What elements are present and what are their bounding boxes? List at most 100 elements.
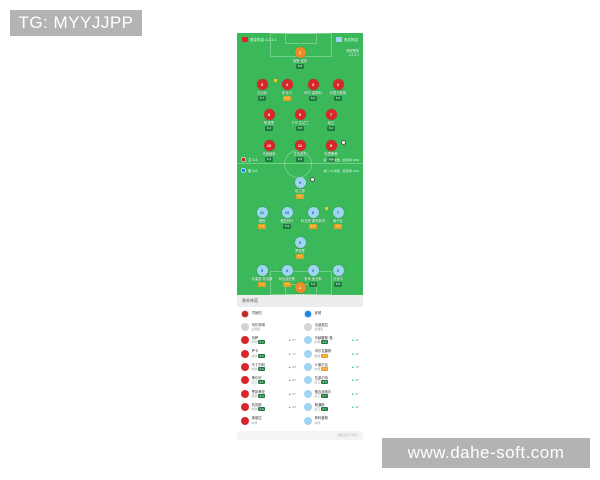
sub-item-text: 斯通斯 后卫 6.7	[315, 403, 328, 412]
pitch-player-away-4[interactable]: 7 席尔瓦 7.2	[323, 207, 353, 229]
pitch-player-home-10[interactable]: 9 哈里斯蒂 6.5	[316, 140, 346, 162]
pitch-player-home-5[interactable]: 8 阿德里 6.4	[254, 109, 284, 131]
sub-arrow-icon: ▲	[351, 405, 355, 410]
jersey-red-icon	[241, 403, 249, 412]
player-rating: 6.9	[283, 224, 291, 229]
pitch-player-home-1[interactable]: 5 达比特 6.7	[247, 79, 277, 101]
pitch-player-home-6[interactable]: 6 卡尔·吉达兰 6.5	[285, 109, 315, 131]
pitch-player-home-4[interactable]: 2 约瑟夫斯基 6.6	[323, 79, 353, 101]
sub-list-item-left-7[interactable]: 热苏斯 前锋 6.0 ▲ 90'	[237, 400, 300, 413]
pitch-player-home-2[interactable]: 4 伊瓦尔 7.0	[272, 79, 302, 101]
player-name: 马兹纳科	[262, 152, 276, 156]
pitch-player-home-3[interactable]: 3 阿尔·莫斯利 6.6	[298, 79, 328, 101]
sub-item-text: 曼城	[315, 311, 322, 315]
sub-list-item-right-8[interactable]: 菲利普斯 中场	[300, 414, 363, 427]
six-yard-box-top	[285, 33, 317, 44]
player-shirt-icon: 6	[294, 237, 306, 248]
sub-list-item-right-1[interactable]: 瓜迪奥拉 主教练	[300, 320, 363, 333]
player-shirt-icon: 4	[281, 265, 293, 276]
player-rating: 6.9	[309, 282, 317, 287]
sub-list-item-left-5[interactable]: 蒂尔尼 后卫 6.1 ▲ 84'	[237, 374, 300, 387]
player-name: 格拉利什	[280, 219, 294, 223]
sub-item-text: 阿尔瓦雷斯 前锋 7.1	[315, 349, 331, 358]
sub-player-position: 中场 7.0	[314, 366, 328, 371]
sub-rating-badge: 6.2	[258, 366, 265, 371]
sub-event-meta: ▲ 87'	[351, 391, 359, 396]
sub-player-position: 前锋 6.0	[251, 407, 265, 412]
pitch-player-away-5[interactable]: 6 罗德里 7.4	[285, 237, 315, 259]
jersey-red-icon	[241, 349, 249, 358]
home-score-left: 主 0-3	[241, 157, 257, 162]
sub-item-text: 热苏斯 前锋 6.0	[251, 403, 265, 412]
sub-list-item-right-4[interactable]: B·席尔瓦 中场 7.0 ▲ 79'	[300, 360, 363, 373]
pitch-player-away-1[interactable]: 11 福登 7.3	[247, 207, 277, 229]
pitch-player-home-8[interactable]: 10 马兹纳科 6.3	[254, 140, 284, 162]
sub-list-item-left-6[interactable]: 恩凯蒂亚 前锋 6.4 ▲ 87'	[237, 387, 300, 400]
substitution-icon	[273, 207, 277, 210]
sub-event-meta: ▲ 62'	[351, 338, 359, 343]
pitch-player-away-6[interactable]: 5 坎塞洛·蒙克斯 7.1	[247, 265, 277, 287]
pitch-player-home-7[interactable]: 7 哈达 6.2	[316, 109, 346, 131]
player-rating: 8.1	[309, 224, 317, 229]
sub-event-meta: ▲ 68'	[351, 351, 359, 356]
pitch-player-away-3[interactable]: 8 科瓦西·德布劳内 8.1	[298, 207, 328, 229]
sub-list-item-right-6[interactable]: 格瓦迪奥尔 后卫 6.7 ▲ 87'	[300, 387, 363, 400]
watermark-bottom-right: www.dahe-soft.com	[382, 438, 590, 468]
pitch-player-away-7[interactable]: 4 阿克迪亚斯 7.0	[272, 265, 302, 287]
player-name: 罗德里	[295, 249, 305, 253]
sub-list-item-left-3[interactable]: 萨卡 前锋 6.5 ▲ 74'	[237, 347, 300, 360]
pitch-player-away-2[interactable]: 10 格拉利什 6.9	[272, 207, 302, 229]
sub-player-position: 中场 6.9	[314, 340, 328, 345]
player-rating: 6.9	[296, 157, 304, 162]
sub-rating-badge: 6.7	[321, 407, 328, 412]
sub-rating-badge: 6.5	[258, 353, 265, 358]
sub-list-item-right-3[interactable]: 阿尔瓦雷斯 前锋 7.1 ▲ 68'	[300, 347, 363, 360]
sub-list-item-right-0[interactable]: 曼城	[300, 307, 363, 320]
pitch-player-home-0[interactable]: 1 曼努·诺伊 6.8	[285, 47, 315, 69]
sub-list-item-right-2[interactable]: 马赫雷斯·登... 中场 6.9 ▲ 62'	[300, 333, 363, 346]
pitch-player-away-10[interactable]: 1艾德森 6.9	[285, 282, 315, 295]
player-shirt-icon: 11	[256, 207, 277, 218]
player-rating: 6.8	[296, 64, 304, 69]
sub-item-text: 维埃拉 中场	[252, 416, 262, 424]
sub-rating-badge: 6.7	[321, 393, 328, 398]
sub-item-text: 萨卡 前锋 6.5	[252, 349, 265, 358]
sub-arrow-icon: ▲	[351, 391, 355, 396]
player-shirt-icon: 4	[281, 79, 293, 90]
sub-list-item-left-0[interactable]: 同曼的	[237, 307, 300, 320]
jersey-blue-icon	[304, 416, 312, 425]
pitch-lineup-view: 首发阵容 4-2-3-1 首发阵容 阵型预测 4-2-3-1 1 曼努·诺伊 6.8…	[237, 33, 363, 295]
sub-list-item-left-2[interactable]: 班萨 中场 6.3 ▲ 67'	[237, 333, 300, 346]
crest-red-icon	[241, 309, 249, 318]
player-shirt-icon: 7	[332, 207, 353, 218]
pitch-player-home-9[interactable]: 11 拉瓦诺夫 6.9	[285, 140, 315, 162]
pitch-player-away-9[interactable]: 2 沃克尔 6.8	[323, 265, 353, 287]
pitch-player-away-0[interactable]: 9 哈兰德 7.8	[285, 177, 315, 199]
player-name: 达比特	[257, 91, 267, 95]
sub-list-item-right-7[interactable]: 斯通斯 后卫 6.7 ▲ 90'	[300, 400, 363, 413]
sub-arrow-icon: ▲	[288, 405, 292, 410]
player-rating: 7.4	[296, 254, 304, 259]
jersey-red-icon	[241, 336, 249, 345]
sub-event-meta: ▲ 90'	[351, 405, 359, 410]
sub-list-item-right-5[interactable]: 拉波尔特 后卫 6.8 ▲ 83'	[300, 374, 363, 387]
home-crest-icon	[241, 157, 246, 162]
sub-event-meta: ▲ 79'	[351, 364, 359, 369]
substitution-icon	[280, 140, 284, 143]
sub-event-meta: ▲ 90'	[288, 405, 296, 410]
sub-list-item-left-8[interactable]: 维埃拉 中场	[237, 414, 300, 427]
sub-item-text: 瓜迪奥拉 主教练	[315, 323, 329, 331]
coach-icon	[304, 322, 312, 331]
pitch-player-away-8[interactable]: 3 鲁本·迪亚斯 6.9	[298, 265, 328, 287]
subs-row: 萨卡 前锋 6.5 ▲ 74' 阿尔瓦雷斯 前锋 7.1 ▲ 68'	[237, 347, 363, 360]
player-name: 科瓦西·德布劳内	[300, 219, 326, 223]
player-name: 鲁本·迪亚斯	[304, 277, 322, 281]
sub-rating-badge: 6.0	[258, 407, 265, 412]
sub-list-item-left-4[interactable]: 马丁内利 前锋 6.2 ▲ 80'	[237, 360, 300, 373]
sub-player-position: 主教练	[251, 326, 261, 331]
coach-icon	[241, 322, 249, 331]
sub-player-position: 中场	[251, 420, 258, 425]
sub-list-item-left-1[interactable]: 阿尔特塔 主教练	[237, 320, 300, 333]
player-name: 伊瓦尔	[282, 91, 292, 95]
sub-player-name: 曼城	[314, 311, 322, 316]
